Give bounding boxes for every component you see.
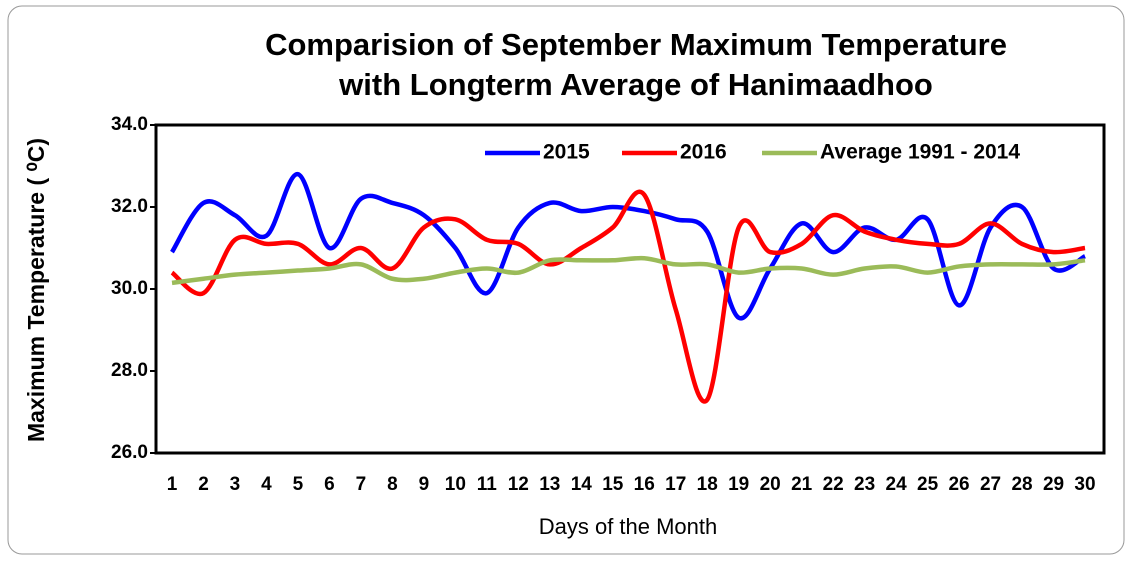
x-tick-label: 28 xyxy=(1011,474,1032,495)
x-tick-label: 15 xyxy=(602,474,624,495)
y-tick-label: 32.0 xyxy=(111,196,148,217)
x-tick-label: 16 xyxy=(634,474,655,495)
y-tick-label: 34.0 xyxy=(111,114,148,135)
x-tick-label: 30 xyxy=(1074,474,1095,495)
x-tick-label: 23 xyxy=(854,474,875,495)
x-tick-label: 14 xyxy=(571,474,593,495)
x-tick-label: 6 xyxy=(324,474,335,495)
y-axis-label: Maximum Temperature ( ⁰C) xyxy=(23,138,49,442)
legend-label: 2016 xyxy=(680,141,727,164)
x-tick-label: 29 xyxy=(1043,474,1064,495)
x-tick-label: 4 xyxy=(261,474,272,495)
x-tick-label: 3 xyxy=(230,474,241,495)
x-tick-label: 17 xyxy=(665,474,686,495)
chart-title: Comparision of September Maximum Tempera… xyxy=(265,27,1007,62)
chart-frame xyxy=(7,5,1125,555)
x-tick-label: 18 xyxy=(697,474,718,495)
x-tick-label: 19 xyxy=(728,474,749,495)
x-tick-label: 22 xyxy=(823,474,844,495)
y-tick-label: 26.0 xyxy=(111,442,148,463)
x-tick-label: 11 xyxy=(477,474,498,495)
x-tick-label: 9 xyxy=(419,474,430,495)
x-tick-label: 20 xyxy=(760,474,781,495)
x-tick-label: 27 xyxy=(980,474,1001,495)
x-tick-label: 5 xyxy=(293,474,304,495)
y-tick-label: 28.0 xyxy=(111,360,148,381)
x-tick-label: 21 xyxy=(791,474,813,495)
y-tick-label: 30.0 xyxy=(111,278,148,299)
x-tick-label: 24 xyxy=(886,474,908,495)
legend-label: Average 1991 - 2014 xyxy=(820,141,1020,164)
series-line xyxy=(170,171,1087,321)
x-tick-label: 8 xyxy=(387,474,398,495)
x-axis-label: Days of the Month xyxy=(539,514,718,539)
x-tick-label: 2 xyxy=(198,474,209,495)
x-tick-label: 26 xyxy=(948,474,969,495)
x-tick-label: 13 xyxy=(539,474,560,495)
legend-label: 2015 xyxy=(543,141,590,164)
x-tick-label: 7 xyxy=(356,474,367,495)
x-tick-label: 10 xyxy=(445,474,466,495)
x-tick-label: 1 xyxy=(167,474,178,495)
x-tick-label: 12 xyxy=(508,474,529,495)
x-tick-label: 25 xyxy=(917,474,939,495)
series-line xyxy=(171,255,1086,286)
series-line xyxy=(170,189,1086,404)
chart-title: with Longterm Average of Hanimaadhoo xyxy=(338,67,933,102)
